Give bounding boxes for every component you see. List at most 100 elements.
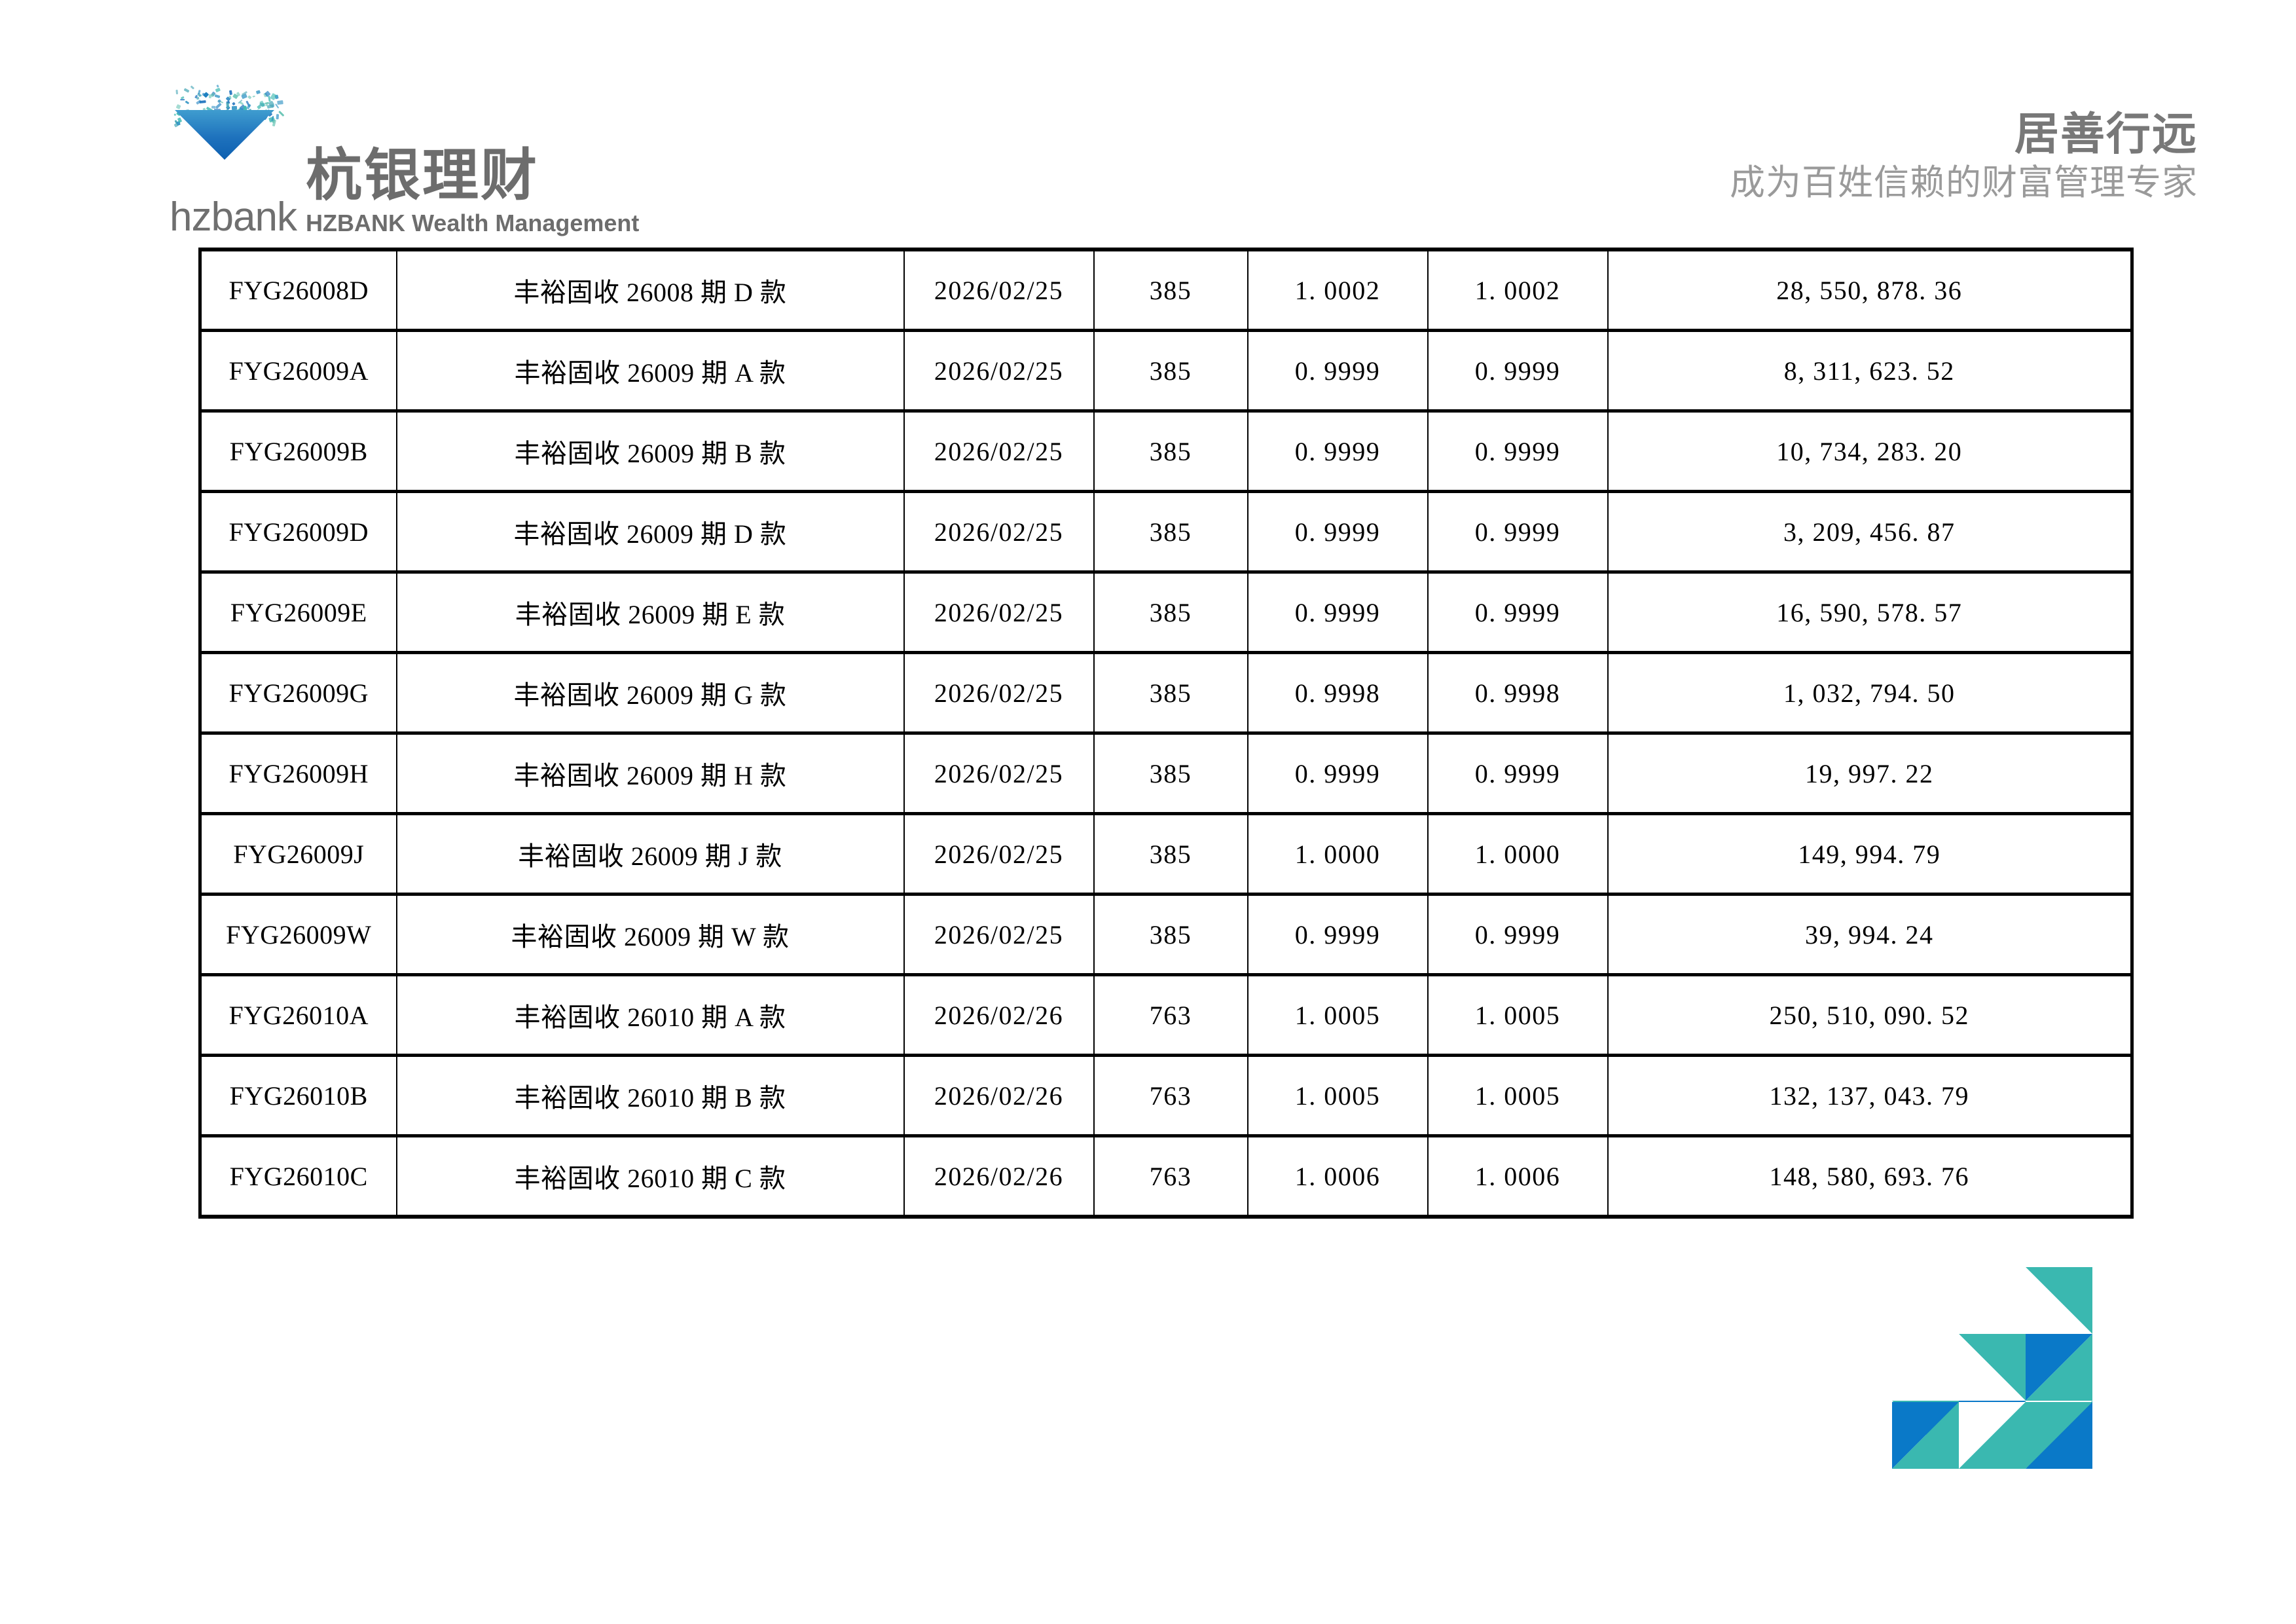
cell-nav-unit: 0. 9999 — [1247, 733, 1429, 815]
hzbank-diamond-icon — [160, 72, 291, 193]
mosaic-tri — [2026, 1267, 2092, 1334]
cell-nav-cumulative: 0. 9999 — [1427, 411, 1609, 493]
cell-date: 2026/02/26 — [903, 1135, 1095, 1219]
cell-date: 2026/02/25 — [903, 330, 1095, 413]
cell-nav-unit: 0. 9999 — [1247, 411, 1429, 493]
cell-product-code: FYG26009W — [198, 894, 397, 976]
table-row: FYG26009G 丰裕固收 26009 期 G 款 2026/02/25 385 0.… — [198, 652, 2134, 735]
cell-nav-unit: 0. 9999 — [1247, 894, 1429, 976]
cell-nav-unit: 0. 9999 — [1247, 572, 1429, 654]
mosaic-tri — [1892, 1402, 1959, 1469]
cell-nav-unit: 0. 9998 — [1247, 652, 1429, 735]
cell-days: 385 — [1093, 733, 1248, 815]
table-row: FYG26009J 丰裕固收 26009 期 J 款 2026/02/25 385 1.… — [198, 813, 2134, 896]
cell-days: 385 — [1093, 330, 1248, 413]
table-row: FYG26010C 丰裕固收 26010 期 C 款 2026/02/26 763 1.… — [198, 1135, 2134, 1219]
product-nav-table: FYG26008D 丰裕固收 26008 期 D 款 2026/02/25 385 1.… — [198, 248, 2134, 1219]
cell-product-code: FYG26009D — [198, 491, 397, 574]
cell-date: 2026/02/26 — [903, 974, 1095, 1057]
cell-date: 2026/02/25 — [903, 652, 1095, 735]
logo-wordmark: 杭银理财 HZBANK Wealth Management — [306, 147, 639, 238]
cell-days: 763 — [1093, 974, 1248, 1057]
cell-days: 763 — [1093, 1135, 1248, 1219]
cell-nav-cumulative: 0. 9999 — [1427, 491, 1609, 574]
cell-product-code: FYG26009A — [198, 330, 397, 413]
cell-date: 2026/02/26 — [903, 1055, 1095, 1137]
cell-product-code: FYG26009B — [198, 411, 397, 493]
cell-product-name: 丰裕固收 26010 期 B 款 — [395, 1055, 905, 1137]
cell-days: 385 — [1093, 491, 1248, 574]
mosaic-tri — [1959, 1402, 2026, 1469]
cell-nav-unit: 0. 9999 — [1247, 491, 1429, 574]
cell-nav-cumulative: 0. 9998 — [1427, 652, 1609, 735]
logo-chinese-name: 杭银理财 — [306, 143, 539, 208]
cell-nav-unit: 1. 0005 — [1247, 974, 1429, 1057]
cell-product-name: 丰裕固收 26010 期 C 款 — [395, 1135, 905, 1219]
cell-nav-cumulative: 0. 9999 — [1427, 572, 1609, 654]
table-row: FYG26009D 丰裕固收 26009 期 D 款 2026/02/25 385 0.… — [198, 491, 2134, 574]
cell-days: 385 — [1093, 813, 1248, 896]
cell-product-code: FYG26009E — [198, 572, 397, 654]
cell-amount: 3, 209, 456. 87 — [1607, 491, 2134, 574]
cell-product-name: 丰裕固收 26009 期 G 款 — [395, 652, 905, 735]
table-row: FYG26010A 丰裕固收 26010 期 A 款 2026/02/26 763 1.… — [198, 974, 2134, 1057]
page-header: hzbank 杭银理财 HZBANK Wealth Management 居善行… — [0, 0, 2296, 242]
cell-product-code: FYG26008D — [198, 248, 397, 332]
table-row: FYG26009E 丰裕固收 26009 期 E 款 2026/02/25 385 0.… — [198, 572, 2134, 654]
cell-nav-cumulative: 1. 0005 — [1427, 974, 1609, 1057]
cell-product-name: 丰裕固收 26009 期 J 款 — [395, 813, 905, 896]
cell-days: 385 — [1093, 411, 1248, 493]
cell-product-code: FYG26009G — [198, 652, 397, 735]
cell-days: 385 — [1093, 572, 1248, 654]
table-row: FYG26010B 丰裕固收 26010 期 B 款 2026/02/26 763 1.… — [198, 1055, 2134, 1137]
cell-date: 2026/02/25 — [903, 248, 1095, 332]
cell-amount: 10, 734, 283. 20 — [1607, 411, 2134, 493]
cell-days: 385 — [1093, 652, 1248, 735]
cell-nav-unit: 1. 0000 — [1247, 813, 1429, 896]
table-row: FYG26009H 丰裕固收 26009 期 H 款 2026/02/25 385 0.… — [198, 733, 2134, 815]
cell-product-name: 丰裕固收 26009 期 A 款 — [395, 330, 905, 413]
cell-nav-unit: 1. 0006 — [1247, 1135, 1429, 1219]
mosaic-lower-svg — [1892, 1402, 2092, 1469]
cell-product-code: FYG26010C — [198, 1135, 397, 1219]
table-row: FYG26009W 丰裕固收 26009 期 W 款 2026/02/25 385 0.… — [198, 894, 2134, 976]
brand-logo: hzbank 杭银理财 HZBANK Wealth Management — [160, 72, 639, 238]
cell-product-name: 丰裕固收 26009 期 D 款 — [395, 491, 905, 574]
cell-nav-cumulative: 1. 0005 — [1427, 1055, 1609, 1137]
cell-date: 2026/02/25 — [903, 491, 1095, 574]
cell-nav-unit: 1. 0005 — [1247, 1055, 1429, 1137]
cell-date: 2026/02/25 — [903, 572, 1095, 654]
cell-amount: 19, 997. 22 — [1607, 733, 2134, 815]
cell-product-name: 丰裕固收 26008 期 D 款 — [395, 248, 905, 332]
cell-nav-cumulative: 0. 9999 — [1427, 733, 1609, 815]
cell-amount: 39, 994. 24 — [1607, 894, 2134, 976]
cell-nav-cumulative: 1. 0006 — [1427, 1135, 1609, 1219]
cell-amount: 132, 137, 043. 79 — [1607, 1055, 2134, 1137]
logo-mark-column: hzbank — [160, 72, 306, 238]
cell-amount: 8, 311, 623. 52 — [1607, 330, 2134, 413]
cell-product-code: FYG26010A — [198, 974, 397, 1057]
cell-product-name: 丰裕固收 26010 期 A 款 — [395, 974, 905, 1057]
table-body: FYG26008D 丰裕固收 26008 期 D 款 2026/02/25 385 1.… — [198, 248, 2134, 1219]
cell-product-name: 丰裕固收 26009 期 B 款 — [395, 411, 905, 493]
cell-product-name: 丰裕固收 26009 期 H 款 — [395, 733, 905, 815]
cell-nav-cumulative: 1. 0002 — [1427, 248, 1609, 332]
cell-nav-cumulative: 0. 9999 — [1427, 330, 1609, 413]
cell-product-name: 丰裕固收 26009 期 W 款 — [395, 894, 905, 976]
cell-amount: 149, 994. 79 — [1607, 813, 2134, 896]
cell-amount: 1, 032, 794. 50 — [1607, 652, 2134, 735]
cell-product-code: FYG26009H — [198, 733, 397, 815]
cell-nav-unit: 1. 0002 — [1247, 248, 1429, 332]
cell-amount: 28, 550, 878. 36 — [1607, 248, 2134, 332]
logo-english-name: HZBANK Wealth Management — [306, 210, 640, 236]
cell-product-name: 丰裕固收 26009 期 E 款 — [395, 572, 905, 654]
table-row: FYG26009A 丰裕固收 26009 期 A 款 2026/02/25 385 0.… — [198, 330, 2134, 413]
cell-date: 2026/02/25 — [903, 733, 1095, 815]
cell-days: 385 — [1093, 894, 1248, 976]
triangle-mosaic-lower-band — [1892, 1402, 2092, 1469]
slogan-headline: 居善行远 — [2014, 109, 2198, 160]
slogan-subline: 成为百姓信赖的财富管理专家 — [1730, 162, 2198, 204]
diamond-shape-icon — [175, 110, 274, 160]
cell-date: 2026/02/25 — [903, 411, 1095, 493]
mosaic-tri — [2026, 1334, 2092, 1401]
